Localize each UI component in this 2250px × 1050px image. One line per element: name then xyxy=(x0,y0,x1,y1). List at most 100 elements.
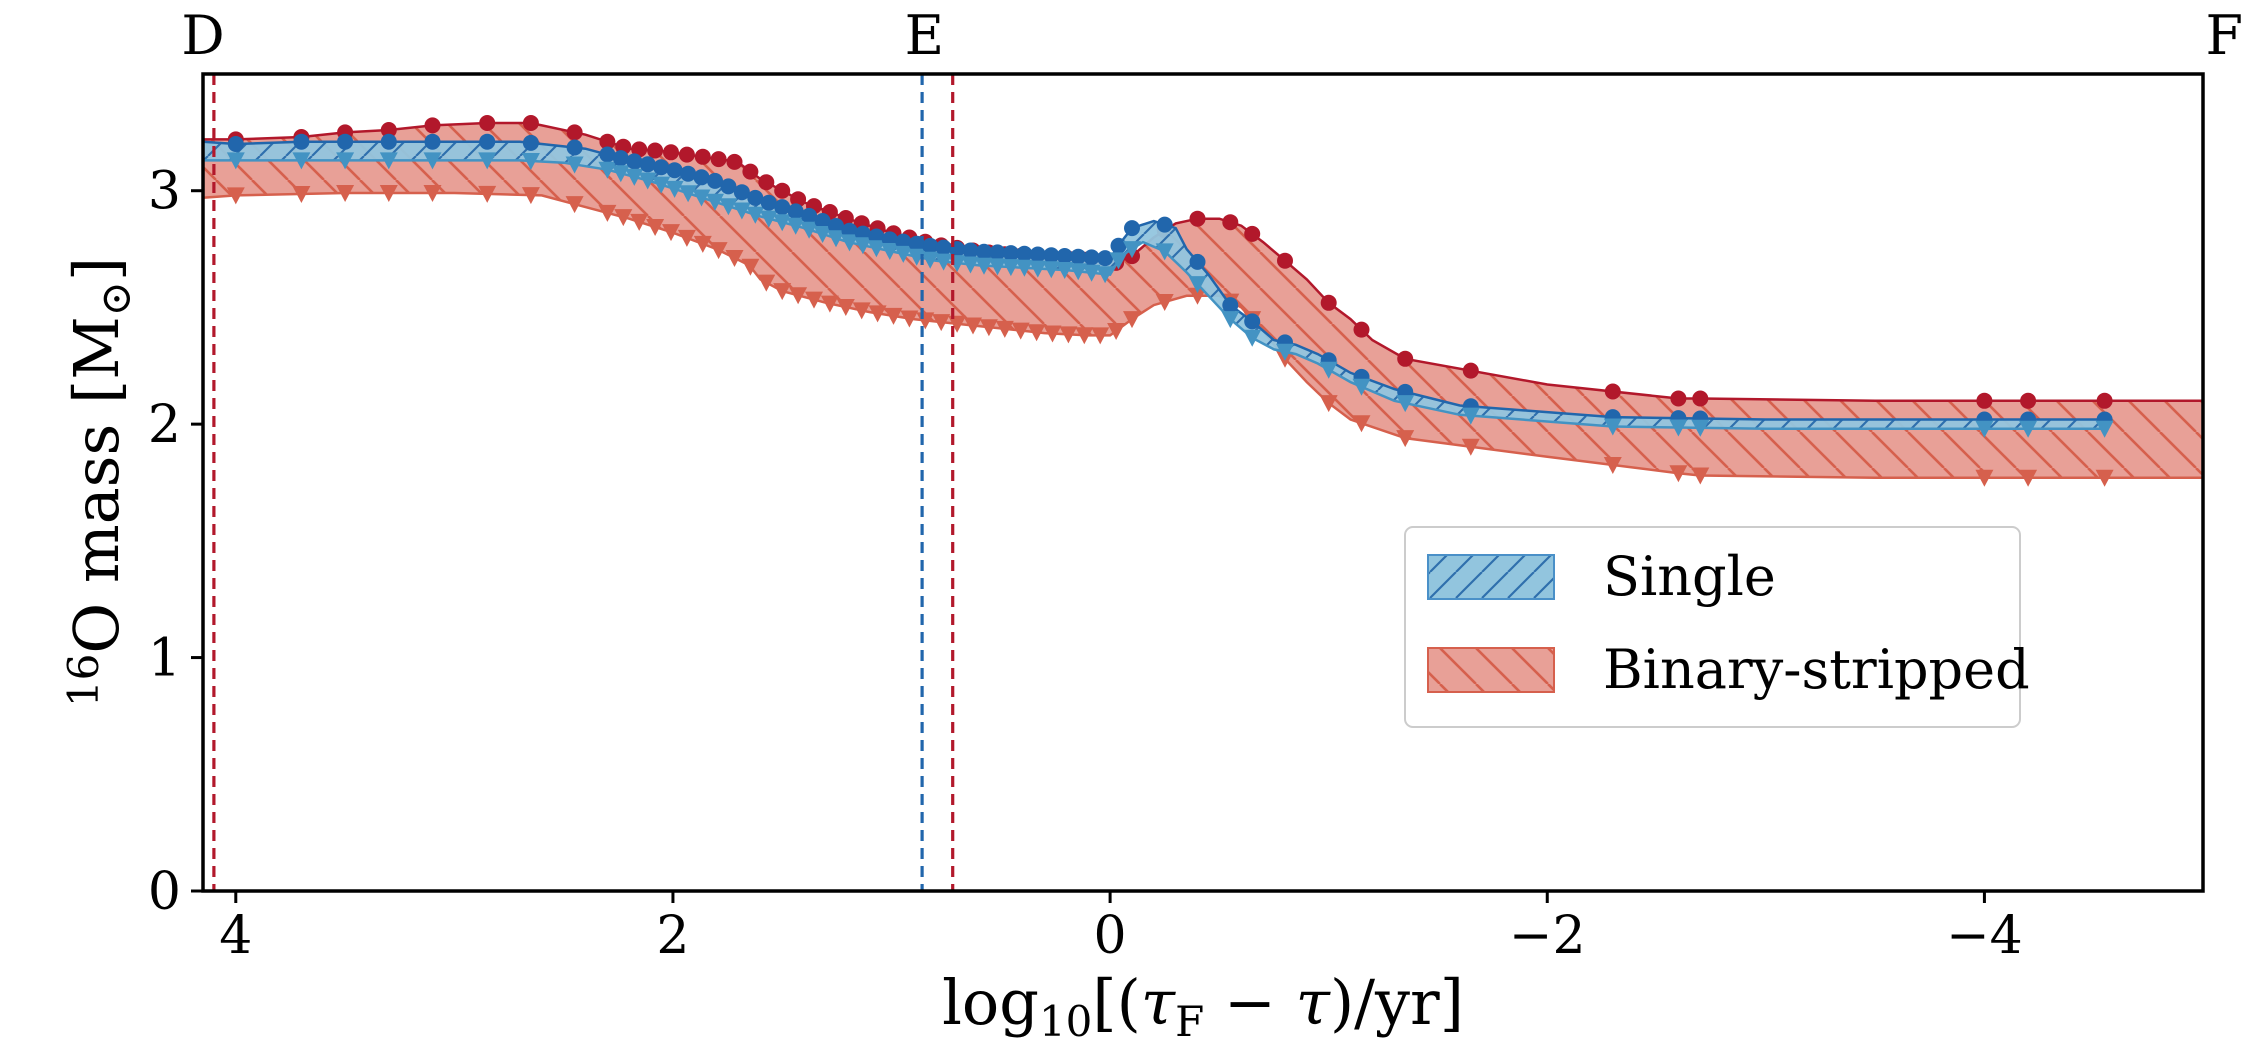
binary-stripped-min-marker xyxy=(646,219,665,236)
binary-stripped-min-marker xyxy=(1396,430,1415,448)
single-min-marker xyxy=(478,152,497,170)
single-min-marker xyxy=(746,206,765,224)
binary-stripped-min-marker xyxy=(2095,469,2114,487)
single-min-marker xyxy=(719,198,738,216)
binary-stripped-max-marker xyxy=(758,174,775,191)
binary-stripped-min-marker xyxy=(709,242,728,260)
single-max-marker xyxy=(380,133,397,150)
binary-stripped-max-marker xyxy=(678,146,695,163)
single-min-marker xyxy=(827,230,845,248)
single-max-marker xyxy=(227,136,244,152)
single-min-marker xyxy=(1352,378,1371,396)
single-min-marker xyxy=(292,152,311,170)
binary-stripped-min-marker xyxy=(598,204,617,222)
single-max-marker xyxy=(707,172,723,189)
single-max-marker xyxy=(1002,245,1019,262)
single-min-marker xyxy=(1069,263,1088,281)
binary-stripped-max-marker xyxy=(1277,252,1293,269)
legend-box xyxy=(1404,526,2021,728)
binary-stripped-min-marker xyxy=(1123,311,1141,329)
single-max-marker xyxy=(828,218,844,234)
binary-stripped-min-marker xyxy=(226,187,245,205)
binary-stripped-min-marker xyxy=(379,185,398,202)
single-min-marker xyxy=(2019,420,2038,438)
binary-stripped-max-marker xyxy=(1462,362,1479,379)
single-min-marker xyxy=(1669,419,1688,437)
single-min-marker xyxy=(813,226,832,243)
y-tick-label: 3 xyxy=(148,162,181,222)
single-max-marker xyxy=(293,133,310,150)
binary-stripped-max-marker xyxy=(726,153,743,170)
binary-stripped-min-marker xyxy=(630,213,649,231)
y-tick-label: 1 xyxy=(148,629,181,689)
legend-label-binary: Binary-stripped xyxy=(1603,638,2030,701)
single-max-marker xyxy=(1189,253,1206,270)
single-max-marker xyxy=(787,203,804,220)
single-min-marker xyxy=(1243,329,1262,347)
single-max-marker xyxy=(989,244,1006,261)
phase-label-f: F xyxy=(2206,4,2243,67)
single-max-marker xyxy=(653,159,670,176)
single-max-marker xyxy=(720,178,737,195)
binary-stripped-min-marker xyxy=(662,224,680,242)
single-min-marker xyxy=(773,214,792,232)
binary-stripped-min-marker xyxy=(1043,325,1062,343)
single-min-marker xyxy=(1188,276,1207,294)
single-min-marker xyxy=(1082,264,1101,282)
binary-stripped-min-marker xyxy=(964,317,982,335)
single-min-marker xyxy=(1155,243,1174,261)
single-min-marker xyxy=(665,180,684,198)
x-axis-title: log10[(τF − τ)/yr] xyxy=(942,966,1464,1046)
single-max-marker xyxy=(962,242,979,259)
phase-markers: D E F xyxy=(181,4,2243,67)
single-min-marker xyxy=(800,221,819,239)
binary-stripped-min-marker xyxy=(1319,395,1338,413)
single-max-marker xyxy=(1222,297,1239,314)
binary-stripped-max-marker xyxy=(1189,210,1206,227)
single-max-marker xyxy=(935,239,952,256)
binary-stripped-min-marker xyxy=(900,310,919,328)
single-min-marker xyxy=(423,152,442,170)
x-tick-label: 0 xyxy=(1094,906,1127,966)
binary-stripped-min-marker xyxy=(2019,469,2038,487)
binary-stripped-min-marker xyxy=(741,258,760,276)
single-max-marker xyxy=(733,184,750,201)
binary-stripped-min-marker xyxy=(478,185,497,203)
single-min-marker xyxy=(379,152,398,170)
single-min-marker xyxy=(1276,343,1294,361)
binary-stripped-max-marker xyxy=(631,141,648,158)
binary-stripped-max-marker xyxy=(1320,294,1337,311)
single-min-marker xyxy=(1319,361,1338,379)
single-max-marker xyxy=(693,169,710,186)
single-min-marker xyxy=(679,185,698,203)
single-min-marker xyxy=(759,210,778,228)
x-tick-label: 2 xyxy=(656,906,689,966)
legend: Single Binary-stripped xyxy=(1404,526,2030,728)
single-min-marker xyxy=(988,258,1007,276)
binary-stripped-max-marker xyxy=(647,142,664,159)
single-max-marker xyxy=(1016,245,1033,262)
phase-label-d: D xyxy=(181,4,224,67)
single-min-marker xyxy=(2095,420,2114,438)
single-max-marker xyxy=(612,150,629,167)
y-tick-label: 2 xyxy=(148,395,181,455)
single-min-marker xyxy=(1109,252,1128,270)
binary-stripped-max-marker xyxy=(2020,392,2037,409)
binary-stripped-max-marker xyxy=(1244,225,1261,242)
binary-stripped-min-marker xyxy=(336,185,355,202)
single-max-marker xyxy=(1070,248,1087,265)
single-max-marker xyxy=(747,189,764,206)
single-min-marker xyxy=(521,153,540,170)
single-max-marker xyxy=(922,237,939,254)
binary-stripped-max-marker xyxy=(742,163,759,180)
binary-stripped-min-marker xyxy=(565,196,584,214)
single-max-marker xyxy=(626,153,643,170)
binary-stripped-min-marker xyxy=(1669,465,1688,483)
single-max-marker xyxy=(337,133,354,150)
single-max-marker xyxy=(1124,220,1140,237)
single-min-marker xyxy=(1123,241,1141,259)
binary-stripped-max-marker xyxy=(790,191,807,208)
legend-entry-single: Single xyxy=(1427,545,1776,608)
binary-stripped-min-marker xyxy=(932,314,951,332)
single-max-marker xyxy=(1043,247,1060,264)
